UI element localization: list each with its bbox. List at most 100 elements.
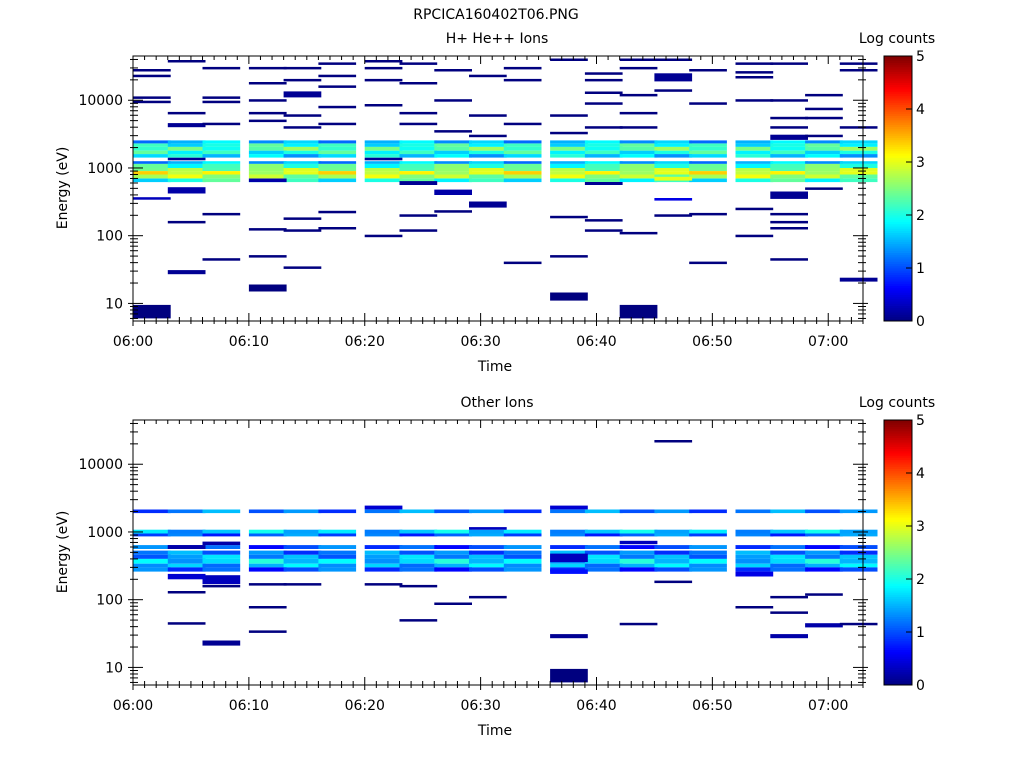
single-count-line	[805, 116, 843, 120]
band-cell	[133, 150, 171, 155]
colorbar-segment	[884, 177, 912, 181]
band-cell	[839, 161, 878, 164]
y-tick-label: 10	[105, 660, 123, 676]
colorbar-segment	[884, 100, 912, 103]
band-cell	[364, 161, 403, 164]
colorbar-segment	[884, 71, 912, 75]
band-cell	[654, 174, 693, 179]
x-tick-label: 06:00	[113, 334, 153, 350]
band-cell	[584, 545, 623, 549]
colorbar-segment	[884, 682, 912, 686]
band-cell	[770, 171, 808, 175]
colorbar-segment	[884, 620, 912, 624]
band-cell	[550, 174, 588, 179]
colorbar-segment	[884, 669, 912, 673]
colorbar-segment	[884, 510, 912, 514]
band-cell	[318, 509, 357, 514]
band-cell	[770, 150, 808, 155]
band-cell	[399, 140, 438, 144]
colorbar-tick-label: 3	[916, 519, 925, 535]
band-cell	[167, 558, 206, 564]
band-cell	[689, 178, 727, 183]
band-cell	[654, 150, 693, 155]
band-cell	[839, 143, 878, 147]
data-cell	[619, 304, 658, 319]
colorbar-segment	[884, 554, 912, 558]
colorbar-segment	[884, 490, 912, 494]
colorbar-segment	[884, 97, 912, 101]
colorbar-segment	[884, 576, 912, 580]
band-cell	[503, 168, 542, 172]
colorbar-segment	[884, 609, 912, 613]
x-axis: 06:00 06:10 06:20 06:30 06:40 06:50 07:00	[113, 420, 864, 714]
colorbar-segment	[884, 239, 912, 242]
single-count-line	[839, 62, 878, 65]
band-cell	[399, 171, 438, 175]
colorbar-segment	[884, 312, 912, 315]
colorbar-segment	[884, 519, 912, 522]
band-cell	[503, 140, 542, 144]
colorbar-segment	[884, 559, 912, 562]
band-cell	[839, 567, 878, 572]
single-count-line	[805, 93, 843, 97]
single-count-line	[584, 229, 623, 232]
band-cell	[654, 509, 693, 514]
colorbar-segment	[884, 219, 912, 223]
y-axis-label: Energy (eV)	[55, 511, 71, 594]
colorbar-tick-label: 1	[916, 625, 925, 641]
band-cell	[202, 150, 241, 155]
band-cell	[283, 143, 322, 147]
colorbar-segment	[884, 426, 912, 430]
single-count-line	[318, 74, 357, 78]
band-cell	[399, 567, 438, 572]
colorbar-segment	[884, 230, 912, 234]
band-cell	[364, 140, 403, 144]
band-cell	[248, 161, 287, 164]
band-cell	[735, 533, 774, 537]
band-cell	[619, 140, 658, 144]
data-cell	[202, 640, 241, 646]
x-axis-label: Time	[477, 359, 512, 375]
band-cell	[318, 150, 357, 155]
colorbar-segment	[884, 287, 912, 291]
colorbar-segment	[884, 131, 912, 134]
band-cell	[805, 545, 843, 549]
band-cell	[133, 545, 171, 549]
colorbar: 0 1 2 3 4 5	[883, 413, 925, 694]
colorbar-segment	[884, 455, 912, 458]
colorbar-segment	[884, 512, 912, 516]
band-cell	[318, 533, 357, 537]
single-count-line	[654, 214, 693, 217]
colorbar-segment	[884, 82, 912, 86]
colorbar-segment	[884, 292, 912, 295]
single-count-line	[133, 100, 171, 104]
band-cell	[248, 529, 287, 534]
band-cell	[654, 545, 693, 549]
band-cell	[584, 161, 623, 164]
colorbar-segment	[884, 210, 912, 214]
band-cell	[133, 146, 171, 151]
single-count-line	[167, 60, 206, 63]
colorbar-segment	[884, 439, 912, 443]
single-count-line	[619, 126, 658, 129]
data-cell	[248, 284, 287, 292]
single-count-line	[248, 228, 287, 231]
colorbar-segment	[884, 514, 912, 518]
colorbar-segment	[884, 468, 912, 472]
single-count-line	[399, 111, 438, 115]
band-cell	[434, 550, 472, 555]
band-cell	[735, 174, 774, 179]
y-axis: 10 100 1000 10000	[78, 58, 868, 319]
colorbar-segment	[884, 274, 912, 278]
colorbar-segment	[884, 93, 912, 97]
band-cell	[689, 150, 727, 155]
band-cell	[550, 143, 588, 147]
single-count-line	[805, 593, 843, 596]
band-cell	[654, 146, 693, 151]
colorbar-segment	[884, 662, 912, 666]
band-cell	[584, 146, 623, 151]
single-count-line	[399, 229, 438, 232]
band-cell	[503, 171, 542, 175]
single-count-line	[248, 119, 287, 123]
single-count-line	[839, 622, 878, 626]
